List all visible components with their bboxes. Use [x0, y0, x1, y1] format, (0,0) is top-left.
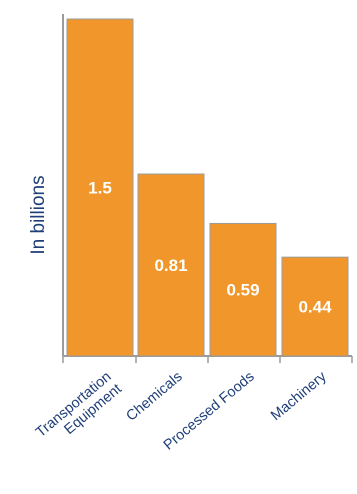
- bar-2: [209, 222, 277, 357]
- value-label-0: 1.5: [88, 179, 112, 198]
- value-labels-group: 1.5 0.81 0.59 0.44: [88, 179, 332, 317]
- category-label-1: Chemicals: [123, 369, 185, 425]
- bar-1: [137, 173, 205, 357]
- bar-3: [281, 256, 349, 357]
- bar-0: [66, 18, 134, 357]
- category-labels-group: TransportationEquipmentChemicalsProcesse…: [33, 368, 330, 453]
- value-label-2: 0.59: [226, 281, 259, 300]
- category-label-line: Machinery: [268, 368, 330, 424]
- bars-group: [66, 18, 349, 357]
- value-label-1: 0.81: [154, 256, 187, 275]
- value-label-3: 0.44: [298, 298, 332, 317]
- category-label-line: Chemicals: [123, 369, 185, 425]
- category-label-3: Machinery: [268, 368, 330, 424]
- y-axis-label: In billions: [28, 175, 49, 254]
